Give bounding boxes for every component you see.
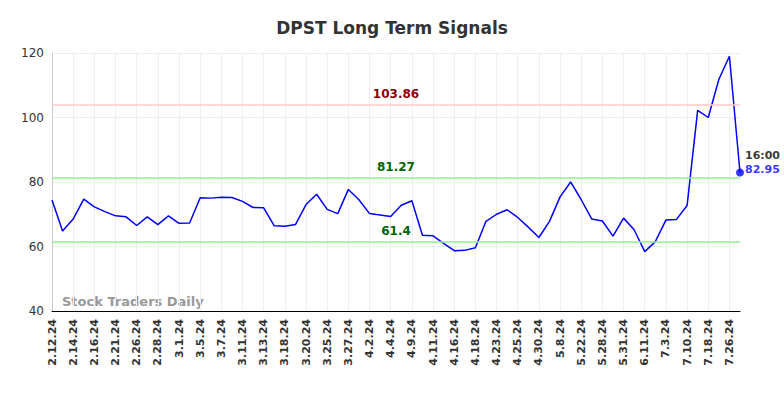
svg-text:4.4.24: 4.4.24 xyxy=(384,319,397,358)
svg-text:4.30.24: 4.30.24 xyxy=(532,319,545,366)
svg-text:2.16.24: 2.16.24 xyxy=(88,319,101,366)
svg-text:3.25.24: 3.25.24 xyxy=(321,319,334,366)
svg-text:4.9.24: 4.9.24 xyxy=(405,319,418,358)
svg-text:7.3.24: 7.3.24 xyxy=(659,319,672,358)
svg-text:40: 40 xyxy=(29,304,44,318)
svg-text:80: 80 xyxy=(29,175,44,189)
svg-text:2.12.24: 2.12.24 xyxy=(46,319,59,366)
svg-text:4.18.24: 4.18.24 xyxy=(469,319,482,366)
svg-text:7.18.24: 7.18.24 xyxy=(702,319,715,366)
svg-text:103.86: 103.86 xyxy=(373,87,419,101)
svg-text:4.11.24: 4.11.24 xyxy=(427,319,440,366)
svg-text:2.14.24: 2.14.24 xyxy=(67,319,80,366)
svg-text:2.26.24: 2.26.24 xyxy=(130,319,143,366)
svg-text:60: 60 xyxy=(29,240,44,254)
svg-text:4.23.24: 4.23.24 xyxy=(490,319,503,366)
svg-text:4.25.24: 4.25.24 xyxy=(511,319,524,366)
svg-text:5.31.24: 5.31.24 xyxy=(617,319,630,366)
svg-text:61.4: 61.4 xyxy=(381,224,411,238)
svg-text:3.1.24: 3.1.24 xyxy=(173,319,186,358)
svg-text:3.20.24: 3.20.24 xyxy=(300,319,313,366)
svg-text:3.7.24: 3.7.24 xyxy=(215,319,228,358)
svg-text:7.10.24: 7.10.24 xyxy=(681,319,694,366)
svg-text:7.26.24: 7.26.24 xyxy=(723,319,736,366)
svg-text:2.21.24: 2.21.24 xyxy=(109,319,122,366)
svg-text:100: 100 xyxy=(21,111,44,125)
svg-text:120: 120 xyxy=(21,46,44,60)
svg-text:3.5.24: 3.5.24 xyxy=(194,319,207,358)
svg-text:82.95: 82.95 xyxy=(745,163,780,176)
svg-text:Stock Traders Daily: Stock Traders Daily xyxy=(62,294,204,309)
svg-text:2.28.24: 2.28.24 xyxy=(151,319,164,366)
svg-text:DPST Long Term Signals: DPST Long Term Signals xyxy=(276,18,508,38)
svg-text:5.8.24: 5.8.24 xyxy=(554,319,567,358)
svg-text:4.2.24: 4.2.24 xyxy=(363,319,376,358)
svg-text:6.11.24: 6.11.24 xyxy=(638,319,651,366)
svg-text:16:00: 16:00 xyxy=(745,149,780,162)
svg-text:3.11.24: 3.11.24 xyxy=(236,319,249,366)
svg-text:81.27: 81.27 xyxy=(377,160,415,174)
svg-text:5.22.24: 5.22.24 xyxy=(575,319,588,366)
svg-text:4.16.24: 4.16.24 xyxy=(448,319,461,366)
svg-text:3.27.24: 3.27.24 xyxy=(342,319,355,366)
svg-text:3.18.24: 3.18.24 xyxy=(278,319,291,366)
svg-text:3.13.24: 3.13.24 xyxy=(257,319,270,366)
svg-text:5.28.24: 5.28.24 xyxy=(596,319,609,366)
